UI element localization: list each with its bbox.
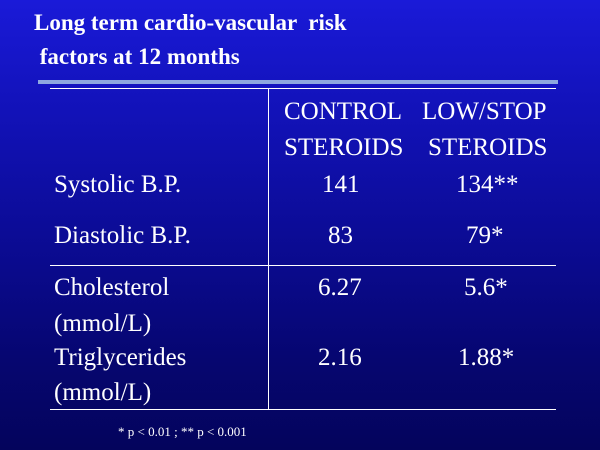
row-label-cholesterol-unit: (mmol/L) (54, 310, 152, 337)
row-label-systolic: Systolic B.P. (54, 171, 182, 198)
cell-triglycerides-control: 2.16 (318, 344, 362, 371)
title-line-1: Long term cardio-vascular risk (34, 10, 347, 35)
cell-diastolic-low-stop: 79* (466, 222, 504, 249)
table-top-border (50, 88, 556, 89)
title-underline (38, 80, 558, 84)
significance-footnote: * p < 0.01 ; ** p < 0.001 (118, 424, 247, 439)
row-label-triglycerides: Triglycerides (54, 344, 187, 371)
column-header-low-stop-line1: LOW/STOP (422, 98, 547, 125)
row-label-triglycerides-unit: (mmol/L) (54, 379, 152, 406)
slide-title: Long term cardio-vascular risk factors a… (34, 6, 574, 74)
column-header-control-line1: CONTROL (284, 98, 403, 125)
row-label-cholesterol: Cholesterol (54, 274, 170, 301)
table-column-divider (268, 88, 269, 410)
column-header-control-line2: STEROIDS (284, 134, 404, 161)
cell-cholesterol-low-stop: 5.6* (464, 274, 508, 301)
cell-diastolic-control: 83 (328, 222, 353, 249)
table-bottom-border (50, 409, 556, 410)
title-line-2: factors at 12 months (34, 44, 240, 69)
table-row-divider (50, 265, 556, 266)
cell-systolic-low-stop: 134** (456, 171, 519, 198)
cell-triglycerides-low-stop: 1.88* (458, 344, 515, 371)
column-header-low-stop-line2: STEROIDS (428, 134, 548, 161)
cell-cholesterol-control: 6.27 (318, 274, 362, 301)
cell-systolic-control: 141 (322, 171, 360, 198)
row-label-diastolic: Diastolic B.P. (54, 222, 191, 249)
